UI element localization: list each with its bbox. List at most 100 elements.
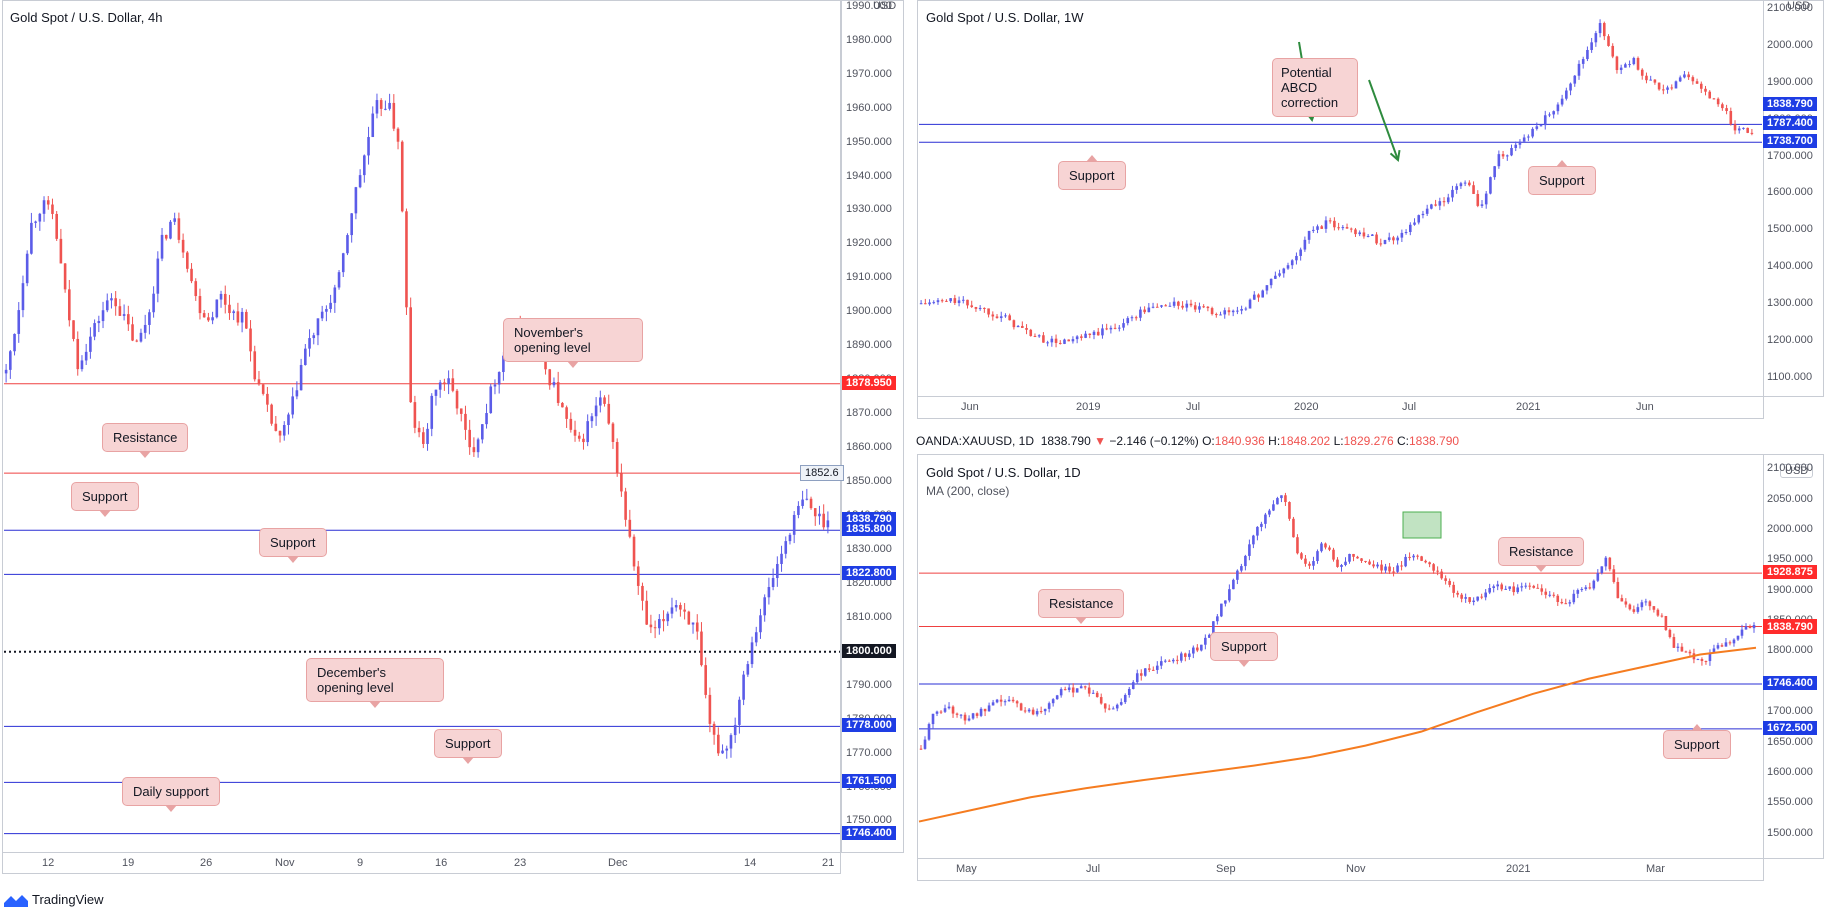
candle-body [1598,23,1602,34]
candle-body [1379,243,1383,245]
candle-body [42,200,46,214]
candle-body [1320,226,1324,229]
candle-body [1752,625,1756,629]
candle-body [1459,183,1463,187]
y-tick-label: 1700.000 [1767,149,1813,162]
chart-title-4h: Gold Spot / U.S. Dollar, 4h [10,10,163,25]
candle-body [1396,565,1399,572]
candle-body [131,324,134,341]
candle-body [392,102,396,129]
candle-body [1476,596,1479,601]
candle-body [1176,659,1179,661]
candle-body [1683,74,1686,78]
candle-body [240,311,244,323]
candle-body [1552,594,1556,596]
candle-body [1184,653,1187,657]
arrow-head-icon [1389,149,1401,162]
candle-body [422,432,425,444]
candle-body [1345,227,1349,229]
candle-body [1656,609,1660,616]
candle-body [1438,201,1442,206]
callout-text: Support [1674,737,1720,752]
candle-body [987,308,990,315]
chart-pane-1d[interactable]: OANDA:XAUUSD, 1D 1838.790 ▼ −2.146 (−0.1… [914,430,1824,888]
candle-body [1143,309,1146,313]
candle-body [931,713,935,725]
y-tick-label: 1900.000 [1767,583,1813,596]
time-axis-1w[interactable] [917,396,1764,419]
candle-body [1054,338,1058,343]
price-axis-4h[interactable] [841,0,904,853]
candle-body [1446,197,1450,203]
x-tick-label: Jul [1186,401,1201,413]
candle-body [1608,557,1612,570]
high-label: H: [1268,434,1281,448]
candle-body [1628,64,1631,66]
candle-body [261,384,265,394]
candle-body [1147,307,1151,313]
candle-body [971,713,975,719]
candle-body [274,423,278,431]
y-tick-label: 1870.000 [846,407,892,420]
candle-body [1336,559,1339,567]
candle-body [1383,239,1387,244]
candle-body [1392,571,1395,573]
candle-body [658,619,661,629]
candle-body [76,338,80,370]
candle-body [797,505,800,515]
candle-body [1366,235,1370,237]
price-tag: 1672.500 [1763,720,1817,735]
y-tick-label: 1550.000 [1767,796,1813,809]
candle-body [1742,127,1745,129]
candle-body [924,303,927,305]
candle-body [1451,189,1454,198]
ma-200-line [918,646,1757,823]
candle-body [708,694,712,724]
chart-canvas-1w[interactable] [914,0,1824,430]
candle-body [194,281,198,297]
candle-body [426,428,429,444]
y-tick-label: 1600.000 [1767,186,1813,199]
candle-body [1134,317,1138,319]
candle-body [947,706,951,709]
candle-body [1256,526,1259,536]
time-axis-1d[interactable] [917,858,1764,881]
candle-body [1472,600,1475,603]
candle-body [17,310,21,334]
candle-body [544,356,547,370]
axis-currency-1d[interactable]: USD [1780,464,1814,478]
y-tick-label: 2100.000 [1767,462,1813,475]
candle-body [25,253,29,284]
y-tick-label: 2000.000 [1767,39,1813,52]
candle-body [1737,128,1741,131]
candle-body [245,311,248,329]
candle-body [1522,137,1526,142]
chart-pane-4h[interactable]: Gold Spot / U.S. Dollar, 4h USD 1750.000… [0,0,904,888]
candle-body [733,724,737,736]
candle-body [1604,557,1608,567]
candle-body [1740,629,1744,636]
candle-body [1131,682,1135,689]
candle-body [653,627,657,629]
candle-body [1492,586,1495,589]
candle-body [970,305,974,308]
x-tick-label: May [956,863,977,875]
chart-pane-1w[interactable]: Gold Spot / U.S. Dollar, 1W USD 1100.000… [914,0,1824,430]
brand-footer[interactable]: TradingView [4,892,104,907]
time-axis-4h[interactable] [2,852,841,874]
candle-body [1624,601,1628,605]
candle-body [464,413,467,430]
candle-body [1212,621,1215,635]
candle-body [1047,703,1051,709]
candle-body [1520,586,1524,588]
candle-body [1448,580,1451,585]
chart-canvas-1d[interactable] [914,430,1824,888]
x-tick-label: Nov [1346,863,1366,875]
candle-body [1244,555,1247,567]
candle-body [607,403,611,424]
callout-support-1w-a: Support [1058,155,1126,190]
candle-body [1083,686,1087,688]
candle-body [21,283,25,311]
candle-body [122,314,126,316]
candle-body [1177,301,1180,306]
